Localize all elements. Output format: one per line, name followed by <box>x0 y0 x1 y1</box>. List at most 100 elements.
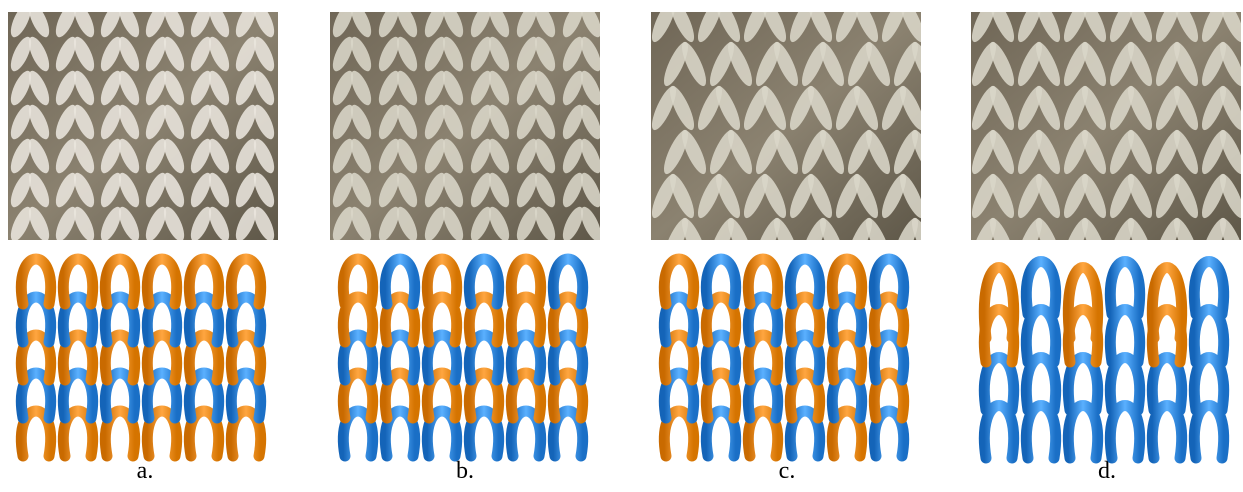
stitch <box>709 41 735 87</box>
yarn-loop <box>226 405 266 462</box>
yarn-loop <box>1021 304 1061 368</box>
stitch <box>835 12 861 43</box>
stitch <box>605 68 633 108</box>
stitch <box>935 39 968 89</box>
yarn-loop <box>184 329 224 386</box>
stitch <box>277 0 305 6</box>
yarn-loop <box>506 329 546 386</box>
stitch <box>350 104 372 140</box>
yarn-loop <box>184 253 224 310</box>
stitch <box>347 0 375 6</box>
stitch <box>697 85 723 131</box>
stitch <box>534 206 556 240</box>
stitch <box>378 172 400 208</box>
stitch <box>488 172 510 208</box>
yarn-diagram <box>659 253 909 462</box>
stitch <box>235 36 257 72</box>
stitch <box>513 0 541 6</box>
stitch <box>801 217 827 240</box>
stitch <box>1063 12 1089 43</box>
stitch <box>516 12 538 38</box>
yarn-loop <box>100 405 140 462</box>
stitch <box>1201 41 1227 87</box>
panel-label: b. <box>456 458 474 484</box>
stitch <box>470 70 492 106</box>
stitch <box>1017 85 1043 131</box>
stitch <box>378 104 400 140</box>
stitch <box>232 0 260 6</box>
stitch <box>442 206 464 240</box>
photo-background <box>330 12 600 240</box>
yarn-loop <box>659 291 699 348</box>
yarn-loop <box>464 367 504 424</box>
stitch <box>295 34 323 74</box>
yarn-loop <box>184 367 224 424</box>
stitch <box>819 41 845 87</box>
stitch <box>899 12 921 43</box>
stitch <box>55 138 77 174</box>
stitch <box>295 204 323 244</box>
stitch <box>1219 41 1241 87</box>
stitch <box>1081 173 1107 219</box>
stitch <box>208 172 230 208</box>
stitch <box>295 0 323 40</box>
stitch <box>1077 0 1110 1</box>
stitch <box>10 138 32 174</box>
stitch <box>534 138 556 174</box>
stitch <box>1081 217 1107 240</box>
stitch <box>10 104 32 140</box>
stitch <box>1035 217 1061 240</box>
stitch <box>773 217 799 240</box>
yarn-loop <box>827 253 867 310</box>
stitch <box>534 172 556 208</box>
stitch <box>1109 173 1135 219</box>
yarn-loop <box>422 329 462 386</box>
yarn-loop <box>1147 400 1187 464</box>
yarn-loop <box>380 253 420 310</box>
yarn-loop <box>701 329 741 386</box>
yarn-loop <box>380 367 420 424</box>
stitch <box>663 217 689 240</box>
stitch <box>681 217 707 240</box>
stitch <box>801 41 827 87</box>
yarn-loop <box>1063 352 1103 416</box>
stitch <box>442 12 464 38</box>
yarn-loop <box>1063 400 1103 464</box>
stitch <box>605 0 633 6</box>
stitch <box>580 12 600 38</box>
stitch <box>332 138 354 174</box>
stitch <box>442 172 464 208</box>
stitch <box>295 136 323 176</box>
stitch <box>253 12 275 38</box>
yarn-loop <box>1021 256 1061 320</box>
stitch <box>378 138 400 174</box>
stitch <box>1013 0 1046 1</box>
stitch <box>534 104 556 140</box>
stitch <box>350 70 372 106</box>
stitch <box>28 70 50 106</box>
stitch <box>605 0 633 40</box>
stitch <box>1017 217 1043 240</box>
stitch <box>1017 12 1043 43</box>
stitch <box>396 206 418 240</box>
yarn-loop <box>659 405 699 462</box>
stitch <box>100 104 122 140</box>
yarn-loop <box>16 405 56 462</box>
stitch <box>971 217 997 240</box>
stitch <box>580 138 600 174</box>
stitch <box>1035 85 1061 131</box>
stitch <box>941 259 974 309</box>
stitch <box>424 12 446 38</box>
stitch <box>1035 41 1061 87</box>
stitch <box>835 85 861 131</box>
yarn-loop <box>226 253 266 310</box>
stitch <box>100 138 122 174</box>
stitch <box>516 172 538 208</box>
stitch <box>807 85 833 131</box>
stitch <box>73 206 95 240</box>
stitch <box>350 172 372 208</box>
stitch <box>467 0 495 6</box>
stitch <box>715 85 741 131</box>
stitch <box>893 41 919 87</box>
stitch <box>396 172 418 208</box>
